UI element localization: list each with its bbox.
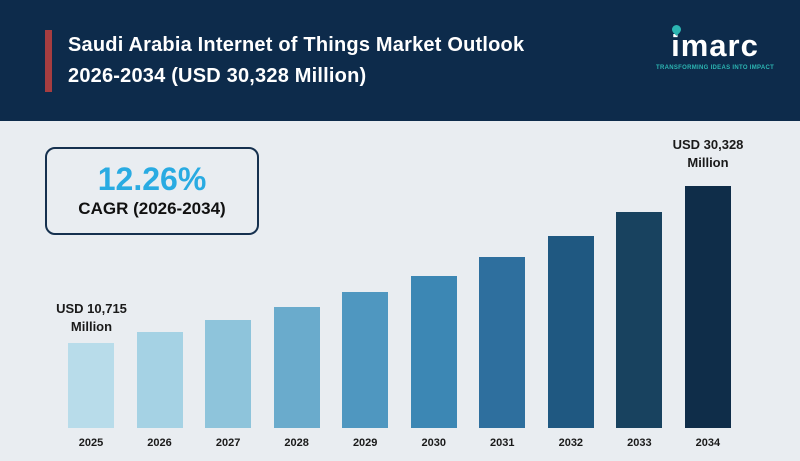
bar-column-2030: 2030: [410, 276, 457, 449]
bar-column-2032: 2032: [547, 236, 594, 449]
header: Saudi Arabia Internet of Things Market O…: [0, 0, 800, 121]
cagr-box: 12.26% CAGR (2026-2034): [45, 147, 259, 235]
title-line-2: 2026-2034 (USD 30,328 Million): [68, 64, 367, 87]
x-axis-label-2032: 2032: [558, 437, 584, 449]
end-value-label: USD 30,328 Million: [653, 136, 763, 171]
bar-2031: [479, 257, 526, 428]
cagr-value: 12.26%: [97, 160, 207, 197]
x-axis-label-2025: 2025: [78, 437, 104, 449]
x-axis-label-2028: 2028: [284, 437, 309, 449]
bar-column-2025: 2025: [68, 343, 114, 449]
logo-text: imarc: [670, 23, 759, 63]
x-axis-label-2026: 2026: [147, 437, 172, 449]
x-axis-label-2033: 2033: [627, 437, 652, 449]
bar-column-2034: 2034: [684, 186, 731, 449]
end-value-line-2: Million: [687, 154, 729, 170]
bar-2030: [410, 276, 457, 428]
bar-2026: [136, 332, 183, 428]
bar-chart: 2025 2026 2027 2028 2029 2030 2031 2032 2033 2034: [68, 186, 731, 449]
x-axis-label-2027: 2027: [215, 437, 241, 449]
start-value-line-2: Million: [70, 318, 113, 334]
bar-column-2028: 2028: [273, 307, 320, 449]
logo-wordmark: imarc: [671, 28, 759, 63]
title-line-1: Saudi Arabia Internet of Things Market O…: [68, 33, 525, 56]
x-axis-label-2029: 2029: [352, 437, 378, 449]
bar-2032: [547, 236, 594, 428]
bar-2034: [684, 186, 731, 428]
title-accent-bar: [45, 29, 52, 92]
imarc-logo: imarc TRANSFORMING IDEAS INTO IMPACT: [656, 23, 775, 71]
bar-column-2026: 2026: [136, 332, 183, 449]
start-value-line-1: USD 10,715: [56, 301, 127, 316]
bar-column-2033: 2033: [616, 212, 663, 449]
end-value-line-1: USD 30,328: [672, 137, 744, 152]
start-value-label: USD 10,715 Million: [39, 300, 144, 335]
bar-2033: [616, 212, 663, 428]
bar-2025: [68, 343, 114, 428]
bar-2027: [205, 320, 252, 428]
x-axis-label-2030: 2030: [421, 437, 446, 449]
bar-2028: [273, 307, 320, 428]
x-axis-label-2031: 2031: [490, 437, 515, 449]
bar-column-2029: 2029: [342, 292, 389, 449]
bar-2029: [342, 292, 389, 428]
cagr-label: CAGR (2026-2034): [78, 199, 226, 219]
logo-tagline: TRANSFORMING IDEAS INTO IMPACT: [656, 65, 775, 71]
bar-column-2027: 2027: [205, 320, 252, 449]
page-title: Saudi Arabia Internet of Things Market O…: [68, 30, 524, 92]
bar-column-2031: 2031: [479, 257, 526, 449]
x-axis-label-2034: 2034: [695, 437, 721, 449]
